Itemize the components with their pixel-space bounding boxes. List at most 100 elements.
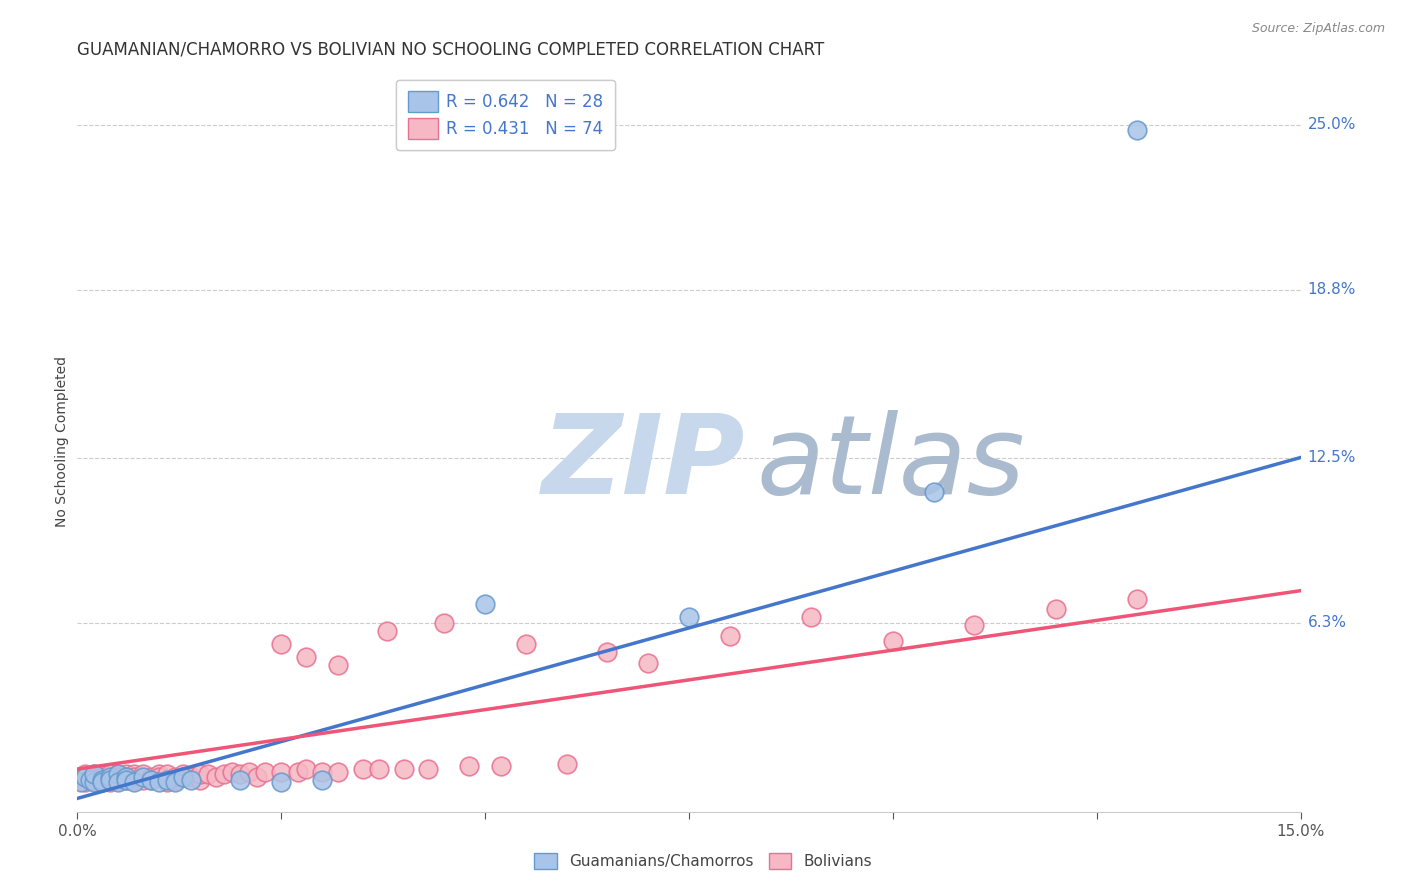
Point: [188, 767, 211, 781]
Text: atlas: atlas: [756, 410, 1025, 517]
Point: [79, 772, 101, 787]
Point: [90, 772, 112, 787]
Point: [107, 767, 129, 781]
Legend: R = 0.642   N = 28, R = 0.431   N = 74: R = 0.642 N = 28, R = 0.431 N = 74: [396, 79, 614, 151]
Point: [229, 767, 252, 781]
Point: [165, 770, 187, 784]
Point: [637, 656, 659, 670]
Point: [124, 767, 146, 781]
Point: [115, 770, 138, 784]
Point: [156, 772, 179, 787]
Point: [246, 770, 269, 784]
Point: [718, 629, 741, 643]
Point: [124, 770, 146, 784]
Point: [212, 767, 235, 781]
Text: GUAMANIAN/CHAMORRO VS BOLIVIAN NO SCHOOLING COMPLETED CORRELATION CHART: GUAMANIAN/CHAMORRO VS BOLIVIAN NO SCHOOL…: [77, 40, 824, 58]
Point: [328, 658, 350, 673]
Point: [253, 764, 276, 779]
Point: [70, 772, 93, 787]
Point: [1126, 591, 1149, 606]
Point: [148, 767, 170, 781]
Point: [98, 772, 121, 787]
Point: [98, 775, 121, 789]
Point: [294, 762, 316, 776]
Point: [156, 775, 179, 789]
Point: [98, 770, 121, 784]
Point: [75, 770, 97, 784]
Point: [107, 772, 129, 787]
Point: [156, 767, 179, 781]
Point: [270, 764, 292, 779]
Point: [311, 764, 333, 779]
Point: [368, 762, 391, 776]
Point: [474, 597, 496, 611]
Point: [75, 775, 97, 789]
Point: [115, 770, 138, 784]
Point: [98, 770, 121, 784]
Point: [115, 772, 138, 787]
Point: [90, 767, 112, 781]
Point: [515, 637, 537, 651]
Point: [148, 775, 170, 789]
Text: Source: ZipAtlas.com: Source: ZipAtlas.com: [1251, 22, 1385, 36]
Point: [98, 767, 121, 781]
Point: [90, 770, 112, 784]
Point: [131, 767, 153, 781]
Point: [229, 772, 252, 787]
Point: [75, 767, 97, 781]
Text: 6.3%: 6.3%: [1308, 615, 1347, 630]
Point: [165, 772, 187, 787]
Point: [238, 764, 260, 779]
Point: [75, 770, 97, 784]
Point: [311, 772, 333, 787]
Point: [221, 764, 243, 779]
Point: [352, 762, 374, 776]
Text: 18.8%: 18.8%: [1308, 282, 1355, 297]
Text: 25.0%: 25.0%: [1308, 117, 1355, 132]
Point: [180, 772, 202, 787]
Point: [596, 645, 619, 659]
Point: [124, 775, 146, 789]
Point: [165, 775, 187, 789]
Point: [90, 772, 112, 787]
Point: [678, 610, 700, 624]
Point: [287, 764, 309, 779]
Point: [491, 759, 513, 773]
Point: [83, 767, 105, 781]
Point: [270, 637, 292, 651]
Point: [1045, 602, 1067, 616]
Point: [172, 770, 194, 784]
Point: [148, 770, 170, 784]
Point: [124, 772, 146, 787]
Point: [69, 770, 91, 784]
Point: [83, 772, 105, 787]
Point: [392, 762, 415, 776]
Point: [98, 772, 121, 787]
Point: [197, 767, 219, 781]
Point: [139, 772, 162, 787]
Point: [457, 759, 479, 773]
Point: [115, 767, 138, 781]
Point: [172, 770, 194, 784]
Point: [107, 770, 129, 784]
Point: [70, 775, 93, 789]
Point: [270, 775, 292, 789]
Text: 12.5%: 12.5%: [1308, 450, 1355, 465]
Point: [294, 650, 316, 665]
Point: [115, 772, 138, 787]
Point: [963, 618, 986, 632]
Point: [205, 770, 228, 784]
Point: [139, 770, 162, 784]
Point: [180, 770, 202, 784]
Point: [188, 772, 211, 787]
Point: [75, 772, 97, 787]
Point: [882, 634, 904, 648]
Text: ZIP: ZIP: [543, 410, 745, 517]
Point: [1126, 123, 1149, 137]
Point: [433, 615, 456, 630]
Point: [800, 610, 823, 624]
Point: [90, 775, 112, 789]
Y-axis label: No Schooling Completed: No Schooling Completed: [55, 356, 69, 527]
Point: [416, 762, 439, 776]
Point: [375, 624, 398, 638]
